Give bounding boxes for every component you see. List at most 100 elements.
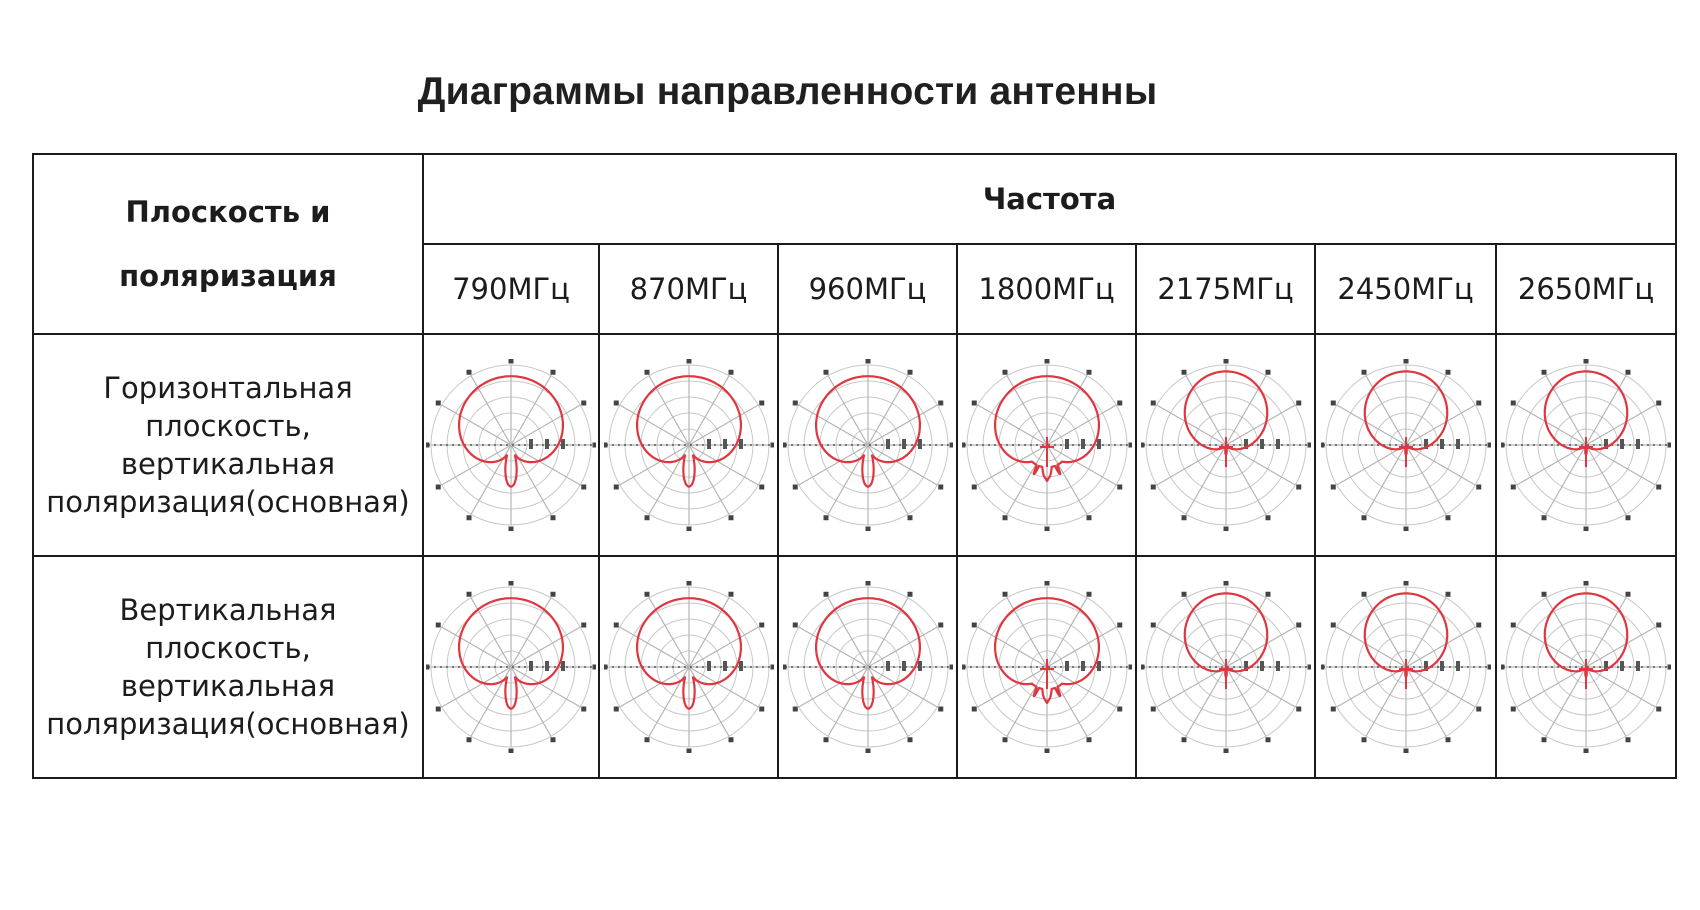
- polar-pattern-plot: [1501, 581, 1671, 753]
- freq-header-2: 960МГц: [777, 243, 958, 335]
- polar-spoke: [687, 444, 730, 515]
- angle-tick: [1320, 664, 1324, 670]
- angle-tick: [1403, 748, 1408, 753]
- scale-tick: [706, 439, 711, 449]
- angle-tick: [613, 622, 619, 628]
- angle-tick: [1501, 442, 1505, 448]
- angle-tick: [1140, 664, 1144, 670]
- angle-tick: [1181, 737, 1186, 743]
- angle-tick: [466, 369, 472, 375]
- angle-tick: [937, 622, 943, 628]
- angle-tick: [728, 591, 733, 597]
- scale-tick: [901, 661, 906, 671]
- angle-tick: [1295, 622, 1301, 628]
- polar-spoke: [826, 375, 869, 446]
- polar-spoke: [618, 666, 689, 708]
- angle-tick: [907, 515, 912, 521]
- angle-tick: [823, 369, 828, 375]
- polar-pattern-plot: [603, 359, 774, 531]
- scale-tick: [1259, 661, 1264, 671]
- polar-spoke: [618, 626, 689, 668]
- polar-spoke: [1405, 666, 1476, 708]
- angle-tick: [792, 706, 798, 712]
- angle-tick: [1044, 359, 1049, 364]
- polar-spoke: [1046, 404, 1117, 446]
- angle-tick: [435, 622, 441, 628]
- polar-spoke: [1155, 404, 1226, 446]
- angle-tick: [1656, 484, 1662, 490]
- angle-tick: [1150, 484, 1156, 490]
- polar-spoke: [510, 375, 552, 446]
- scale-tick: [545, 661, 549, 671]
- scale-tick: [1080, 439, 1085, 449]
- scale-tick: [1080, 661, 1085, 671]
- angle-tick: [435, 706, 441, 712]
- angle-tick: [550, 737, 556, 743]
- angle-tick: [1116, 706, 1122, 712]
- angle-tick: [823, 737, 828, 743]
- angle-tick: [1656, 706, 1662, 712]
- pattern-cell: [1494, 555, 1678, 779]
- frequency-header: Частота: [421, 153, 1678, 245]
- angle-tick: [782, 442, 786, 448]
- polar-spoke: [1224, 444, 1267, 515]
- polar-spoke: [687, 666, 730, 737]
- polar-spoke: [1545, 666, 1587, 737]
- polar-spoke: [510, 404, 581, 446]
- polar-spoke: [1404, 666, 1447, 737]
- polar-spoke: [797, 404, 868, 446]
- angle-tick: [644, 737, 649, 743]
- angle-tick: [1361, 591, 1366, 597]
- angle-tick: [550, 369, 556, 375]
- pattern-cell: [956, 555, 1137, 779]
- polar-spoke: [441, 444, 512, 486]
- row-vertical-plane: Вертикальная плоскость, вертикальная пол…: [32, 555, 1678, 779]
- polar-spoke: [976, 404, 1047, 446]
- scale-tick: [1423, 439, 1428, 449]
- angle-tick: [581, 622, 587, 628]
- angle-tick: [823, 515, 828, 521]
- angle-tick: [865, 581, 870, 586]
- angle-tick: [971, 484, 977, 490]
- angle-tick: [1583, 581, 1589, 586]
- scale-tick: [1620, 661, 1624, 671]
- angle-tick: [466, 591, 472, 597]
- radiation-pattern-table: Плоскость и поляризация Частота 790МГц 8…: [32, 153, 1678, 779]
- angle-tick: [1475, 400, 1481, 406]
- angle-tick: [1487, 664, 1491, 670]
- polar-spoke: [1224, 666, 1267, 737]
- polar-spoke: [441, 404, 512, 446]
- row-horizontal-plane: Горизонтальная плоскость, вертикальная п…: [32, 333, 1678, 557]
- angle-tick: [1656, 622, 1662, 628]
- polar-pattern-plot: [1140, 581, 1311, 753]
- angle-tick: [758, 706, 764, 712]
- scale-tick: [901, 439, 906, 449]
- angle-tick: [1445, 515, 1450, 521]
- polar-pattern-plot: [426, 359, 596, 531]
- scale-tick: [1243, 661, 1248, 671]
- scale-tick: [545, 439, 549, 449]
- angle-tick: [1181, 591, 1186, 597]
- angle-tick: [426, 442, 430, 448]
- angle-tick: [508, 359, 514, 364]
- angle-tick: [907, 591, 912, 597]
- scale-tick: [1636, 439, 1640, 449]
- angle-tick: [728, 737, 733, 743]
- scale-tick: [722, 439, 727, 449]
- scale-tick: [1620, 439, 1624, 449]
- angle-tick: [865, 359, 870, 364]
- angle-tick: [758, 400, 764, 406]
- scale-tick: [1423, 661, 1428, 671]
- polar-spoke: [688, 666, 759, 708]
- angle-tick: [782, 664, 786, 670]
- angle-tick: [1361, 369, 1366, 375]
- angle-tick: [1625, 369, 1631, 375]
- polar-pattern-plot: [782, 359, 953, 531]
- polar-spoke: [866, 444, 909, 515]
- angle-tick: [686, 581, 691, 586]
- polar-spoke: [826, 444, 869, 515]
- angle-tick: [1002, 737, 1007, 743]
- polar-spoke: [1516, 404, 1587, 446]
- scale-tick: [1275, 439, 1280, 449]
- polar-spoke: [867, 404, 938, 446]
